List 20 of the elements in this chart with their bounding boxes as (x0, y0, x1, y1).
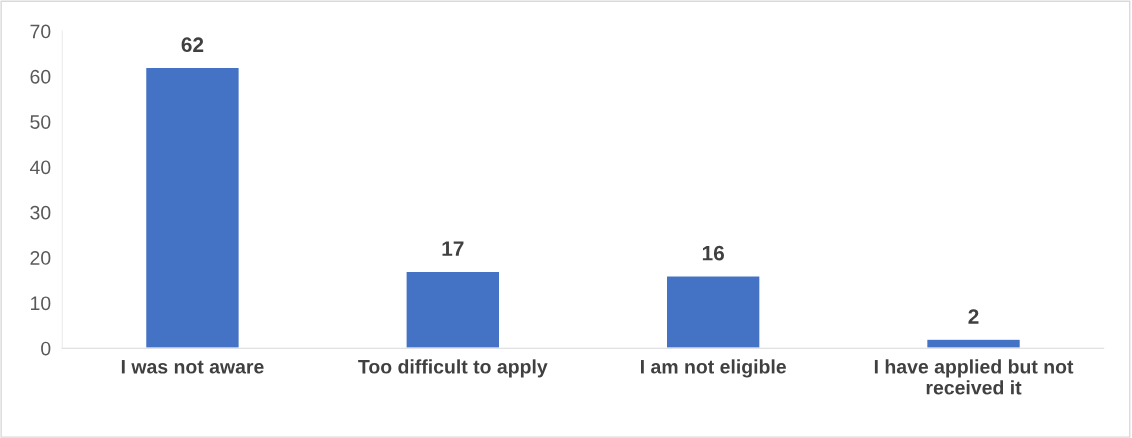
y-tick-label: 40 (29, 160, 51, 175)
x-tick-label: I was not aware (121, 360, 264, 374)
y-tick-label: 70 (30, 24, 51, 39)
data-label: 2 (968, 309, 979, 324)
bar (144, 66, 240, 349)
y-tick-label: 50 (30, 115, 51, 129)
x-tick-label: I am not eligible (641, 359, 786, 378)
y-tick-label: 10 (31, 296, 51, 311)
y-tick-label: 30 (30, 205, 51, 220)
data-label: 17 (442, 241, 464, 256)
y-tick-label: 20 (30, 251, 51, 265)
bar (405, 270, 501, 349)
bar (665, 275, 761, 349)
bar (925, 338, 1022, 349)
y-tick-label: 0 (41, 341, 51, 356)
y-tick-label: 60 (30, 69, 51, 84)
data-label: 16 (702, 245, 724, 261)
data-label: 62 (181, 37, 204, 53)
x-tick-label: I have applied but not received it (874, 359, 1074, 395)
x-tick-label: Too difficult to apply (358, 359, 548, 378)
